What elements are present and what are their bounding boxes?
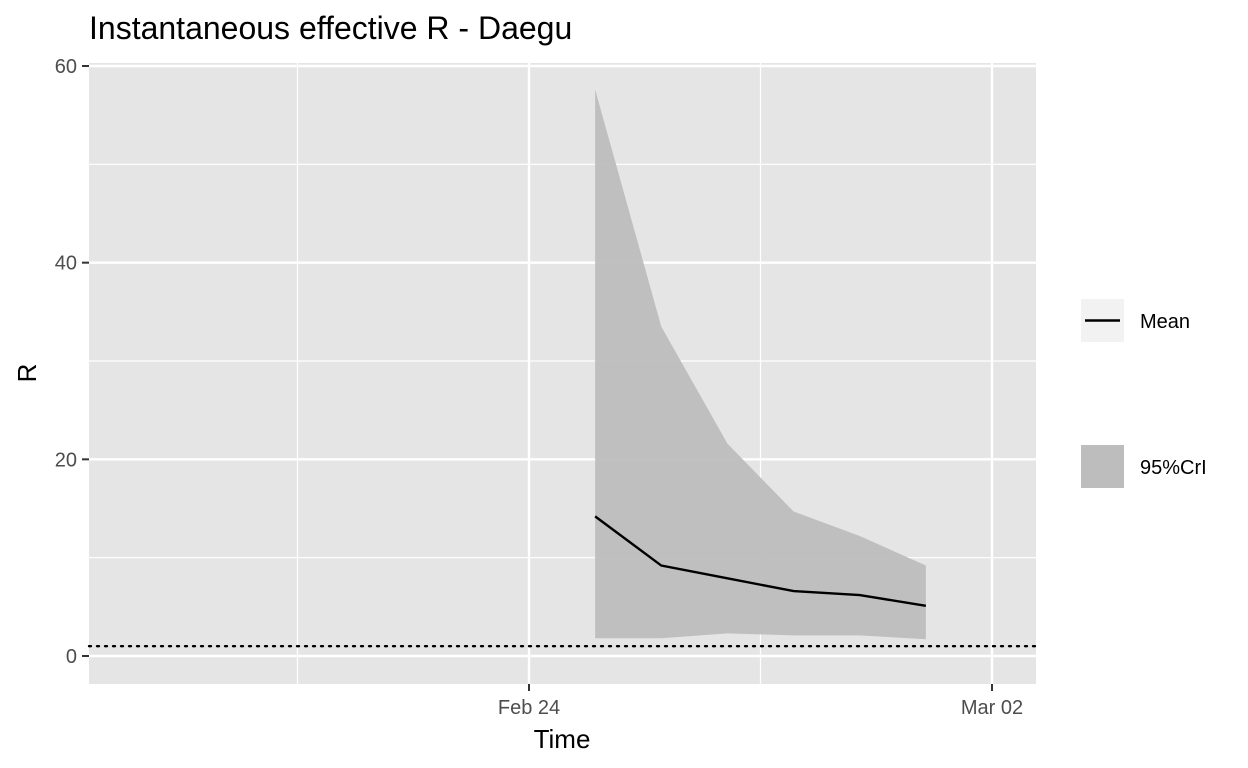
mean-line [594,515,927,608]
legend-swatch-cri [1081,445,1124,488]
y-tick-label: 0 [66,646,77,668]
x-tick-label: Feb 24 [498,697,560,719]
axes: 0 20 40 60 Feb 24 Mar 02 [55,56,1023,719]
x-tick-label: Mar 02 [961,697,1023,719]
y-tick-label: 40 [55,253,77,275]
chart-title: Instantaneous effective R - Daegu [89,10,572,46]
legend-label-mean: Mean [1140,311,1190,333]
credible-interval-layer [595,89,926,640]
mean-line-layer [594,515,927,608]
x-axis-title: Time [534,724,591,754]
credible-interval-band [595,89,926,640]
y-tick-label: 60 [55,56,77,78]
legend-label-cri: 95%CrI [1140,457,1207,479]
y-tick-label: 20 [55,449,77,471]
legend: Mean 95%CrI [1081,299,1207,488]
y-axis-title: R [12,364,42,383]
